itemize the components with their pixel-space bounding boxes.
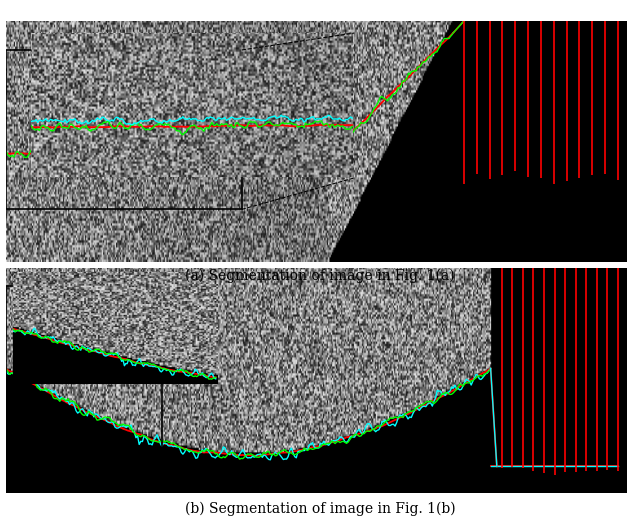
Text: (b) Segmentation of image in Fig. 1(b): (b) Segmentation of image in Fig. 1(b) bbox=[185, 502, 455, 517]
Bar bbox=[6, 50, 242, 209]
Text: (a) Segmentation of image in Fig. 1(a): (a) Segmentation of image in Fig. 1(a) bbox=[185, 268, 455, 283]
Bar bbox=[6, 286, 162, 453]
